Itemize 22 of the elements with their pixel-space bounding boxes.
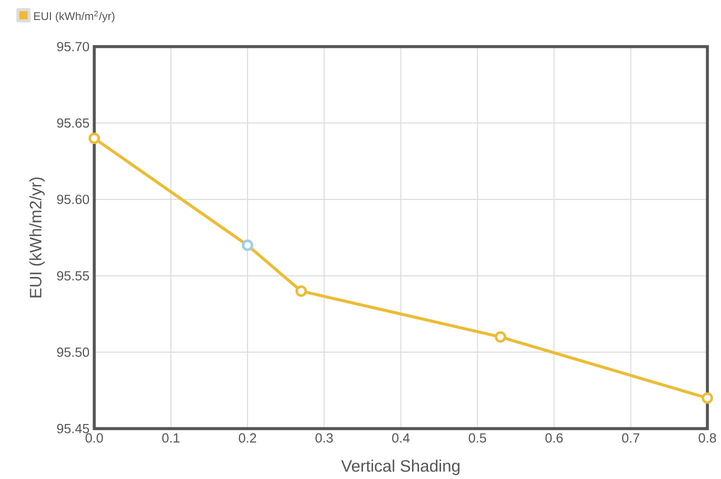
x-tick-label: 0.7 bbox=[622, 433, 640, 442]
point bbox=[295, 285, 307, 297]
x-tick-label: 0.4 bbox=[392, 433, 410, 442]
point bbox=[88, 132, 100, 144]
y-tick-label: 95.45 bbox=[57, 424, 90, 434]
x-tick-label: 0.8 bbox=[698, 433, 716, 442]
y-tick-label: 95.70 bbox=[57, 42, 90, 52]
point bbox=[494, 330, 506, 342]
x-tick-label: 0.1 bbox=[162, 433, 180, 442]
y-axis-title: EUI (kWh/m2/yr) bbox=[29, 177, 45, 298]
legend-label: EUI (kWh/m$^{2}$/yr) bbox=[34, 10, 114, 22]
y-tick-label: 95.55 bbox=[57, 270, 90, 280]
y-tick-label: 95.65 bbox=[57, 118, 90, 128]
point bbox=[242, 239, 254, 251]
y-tick-label: 95.50 bbox=[57, 347, 90, 357]
y-tick-label: 95.60 bbox=[57, 194, 90, 204]
x-tick-label: 0.3 bbox=[316, 433, 333, 442]
x-tick-label: 0.5 bbox=[468, 433, 486, 442]
x-axis-title: Vertical Shading bbox=[341, 459, 460, 475]
x-tick-label: 0.0 bbox=[86, 433, 103, 442]
x-tick-label: 0.2 bbox=[238, 433, 256, 442]
x-tick-label: 0.6 bbox=[545, 433, 563, 442]
